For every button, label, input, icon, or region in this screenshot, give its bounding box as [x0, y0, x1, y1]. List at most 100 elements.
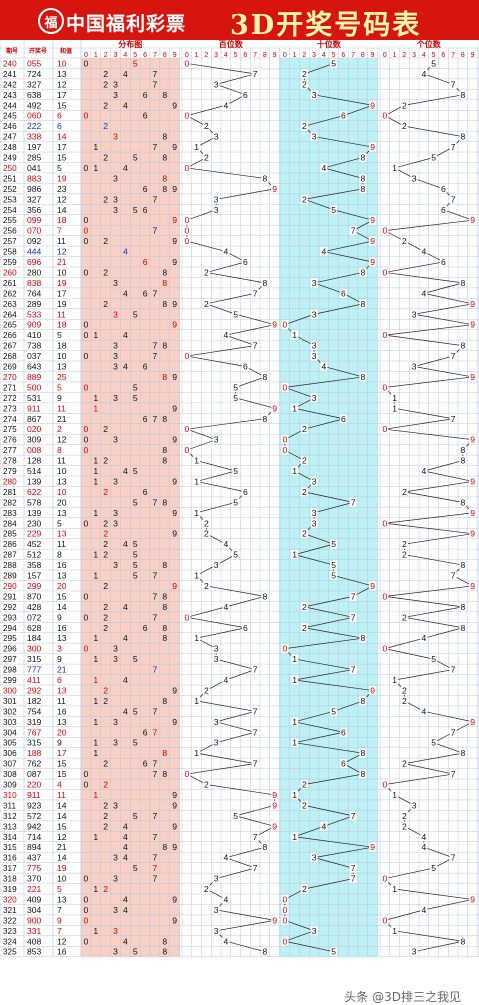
digit-backdrop [232, 811, 240, 821]
period-cell: 267 [3, 342, 17, 351]
digit-header: 8 [361, 52, 365, 59]
digit-backdrop [241, 257, 249, 267]
digit-backdrop [400, 696, 408, 706]
digit-backdrop [212, 194, 220, 204]
distribution-digit: 3 [113, 351, 118, 361]
digit-header: 8 [461, 52, 465, 59]
period-cell: 319 [3, 885, 17, 894]
distribution-digit: 1 [93, 508, 98, 518]
tens-digit: 9 [370, 842, 375, 852]
distribution-digit: 1 [93, 466, 98, 476]
digit-backdrop [369, 100, 377, 110]
distribution-digit: 3 [113, 362, 118, 372]
sum-cell: 7 [57, 905, 62, 915]
digit-backdrop [349, 811, 357, 821]
digit-header: 2 [204, 52, 208, 59]
digit-backdrop [222, 330, 230, 340]
tens-digit: 1 [292, 738, 297, 748]
sum-cell: 9 [57, 738, 62, 748]
digit-backdrop [251, 759, 259, 769]
sum-cell: 11 [57, 696, 66, 706]
digit-backdrop [202, 581, 210, 591]
distribution-digit: 4 [123, 905, 128, 915]
digit-backdrop [261, 947, 269, 957]
tens-digit: 0 [282, 905, 287, 915]
distribution-digit: 9 [172, 435, 177, 445]
number-cell: 572 [27, 811, 42, 821]
digit-backdrop [271, 790, 279, 800]
number-cell: 867 [27, 414, 42, 424]
hundreds-digit: 8 [262, 591, 267, 601]
distribution-digit: 3 [113, 853, 118, 863]
number-cell: 410 [27, 330, 42, 340]
distribution-digit: 7 [153, 341, 158, 351]
digit-backdrop [430, 153, 438, 162]
number-cell: 767 [27, 727, 42, 737]
tens-digit: 4 [321, 163, 326, 173]
units-digit: 1 [392, 884, 397, 894]
digit-backdrop [202, 780, 210, 789]
number-cell: 622 [27, 487, 42, 497]
number-cell: 643 [27, 362, 42, 372]
distribution-digit: 0 [84, 874, 89, 884]
number-cell: 724 [27, 69, 42, 79]
number-cell: 514 [27, 466, 42, 476]
hundreds-digit: 1 [194, 633, 199, 643]
period-cell: 282 [3, 498, 17, 507]
hundreds-digit: 0 [184, 163, 189, 173]
hundreds-digit: 6 [243, 257, 248, 267]
distribution-digit: 9 [172, 184, 177, 194]
brand-name: 中国福利彩票 [66, 13, 187, 35]
digit-backdrop [381, 382, 389, 392]
sum-cell: 15 [57, 591, 67, 601]
hundreds-digit: 4 [223, 539, 228, 549]
distribution-digit: 8 [162, 497, 167, 507]
units-digit: 1 [392, 675, 397, 685]
distribution-digit: 3 [113, 309, 118, 319]
digit-backdrop [202, 685, 210, 695]
hundreds-digit: 5 [233, 393, 238, 403]
sum-cell: 11 [57, 790, 66, 800]
distribution-digit: 0 [84, 894, 89, 904]
period-cell: 300 [3, 686, 17, 695]
distribution-digit: 5 [133, 466, 138, 476]
digit-backdrop [202, 121, 210, 131]
distribution-digit: 5 [133, 571, 138, 581]
digit-header: 8 [263, 52, 267, 59]
distribution-digit: 4 [123, 247, 128, 257]
hundreds-digit: 3 [214, 79, 219, 89]
distribution-digit: 1 [93, 456, 98, 466]
hundreds-digit: 6 [243, 362, 248, 372]
digit-backdrop [291, 466, 299, 476]
digit-backdrop [202, 299, 210, 309]
digit-backdrop [400, 487, 408, 497]
distribution-digit: 4 [123, 100, 128, 110]
sum-cell: 15 [57, 759, 67, 769]
tens-digit: 5 [331, 947, 336, 957]
digit-backdrop [381, 226, 389, 236]
number-cell: 452 [27, 539, 42, 549]
units-digit: 7 [451, 853, 456, 863]
distribution-digit: 3 [113, 90, 118, 100]
period-cell: 246 [3, 122, 17, 131]
distribution-digit: 7 [153, 769, 158, 779]
digit-backdrop [291, 550, 299, 560]
units-digit: 9 [470, 299, 475, 309]
distribution-digit: 7 [153, 612, 158, 622]
number-cell: 072 [27, 612, 42, 622]
distribution-digit: 2 [103, 518, 108, 528]
period-cell: 259 [3, 258, 17, 267]
digit-backdrop [183, 424, 191, 434]
period-cell: 247 [3, 133, 17, 142]
tens-digit: 0 [282, 936, 287, 946]
distribution-digit: 6 [143, 288, 148, 298]
period-cell: 271 [3, 383, 17, 392]
units-digit: 7 [451, 571, 456, 581]
digit-backdrop [310, 508, 318, 518]
distribution-digit: 2 [103, 487, 108, 497]
distribution-digit: 3 [113, 476, 118, 486]
digit-backdrop [202, 884, 210, 894]
digit-backdrop [300, 79, 308, 89]
distribution-digit: 3 [113, 173, 118, 183]
units-digit: 3 [412, 173, 417, 183]
